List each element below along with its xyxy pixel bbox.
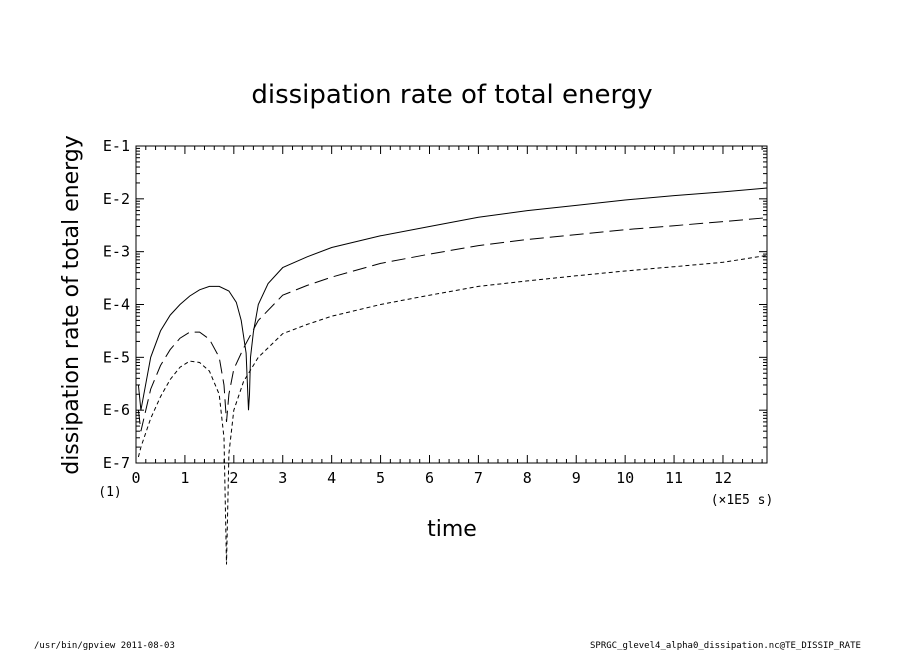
y-tick-label: E-2	[103, 190, 130, 208]
footer-right: SPRGC_glevel4_alpha0_dissipation.nc@TE_D…	[590, 641, 861, 651]
y-tick-label: E-4	[103, 296, 130, 314]
x-tick-label: 9	[572, 469, 581, 487]
y-tick-label: E-5	[103, 348, 130, 366]
footer-left: /usr/bin/gpview 2011-08-03	[34, 641, 175, 651]
series-layer	[137, 187, 768, 565]
chart-title: dissipation rate of total energy	[251, 80, 652, 110]
x-tick-label: 6	[425, 469, 434, 487]
series-line-3	[137, 254, 768, 565]
x-tick-label: 11	[665, 469, 683, 487]
x-tick-label: 4	[327, 469, 336, 487]
series-line-1	[137, 187, 768, 411]
y-scale-factor: (1)	[98, 485, 121, 500]
x-tick-label: 5	[376, 469, 385, 487]
y-tick-label: E-3	[103, 243, 130, 261]
x-tick-label: 3	[278, 469, 287, 487]
x-tick-label: 1	[180, 469, 189, 487]
x-tick-label: 0	[131, 469, 140, 487]
x-unit-label: (×1E5 s)	[711, 493, 774, 508]
x-tick-label: 8	[523, 469, 532, 487]
plot-frame	[135, 145, 768, 464]
x-tick-label: 10	[616, 469, 634, 487]
y-tick-label: E-6	[103, 401, 130, 419]
x-tick-label: 12	[714, 469, 732, 487]
x-axis-label: time	[427, 517, 477, 542]
x-tick-label: 2	[229, 469, 238, 487]
x-tick-label: 7	[474, 469, 483, 487]
y-tick-label: E-7	[103, 454, 130, 472]
series-line-2	[137, 217, 768, 432]
ticks-layer: 0 1 2 3 4 5 6 7 8 9 10 11 12E-7E-6E-5E-4E-3E-2E-1	[103, 137, 767, 487]
y-tick-label: E-1	[103, 137, 130, 155]
y-axis-label: dissipation rate of total energy	[59, 135, 84, 475]
